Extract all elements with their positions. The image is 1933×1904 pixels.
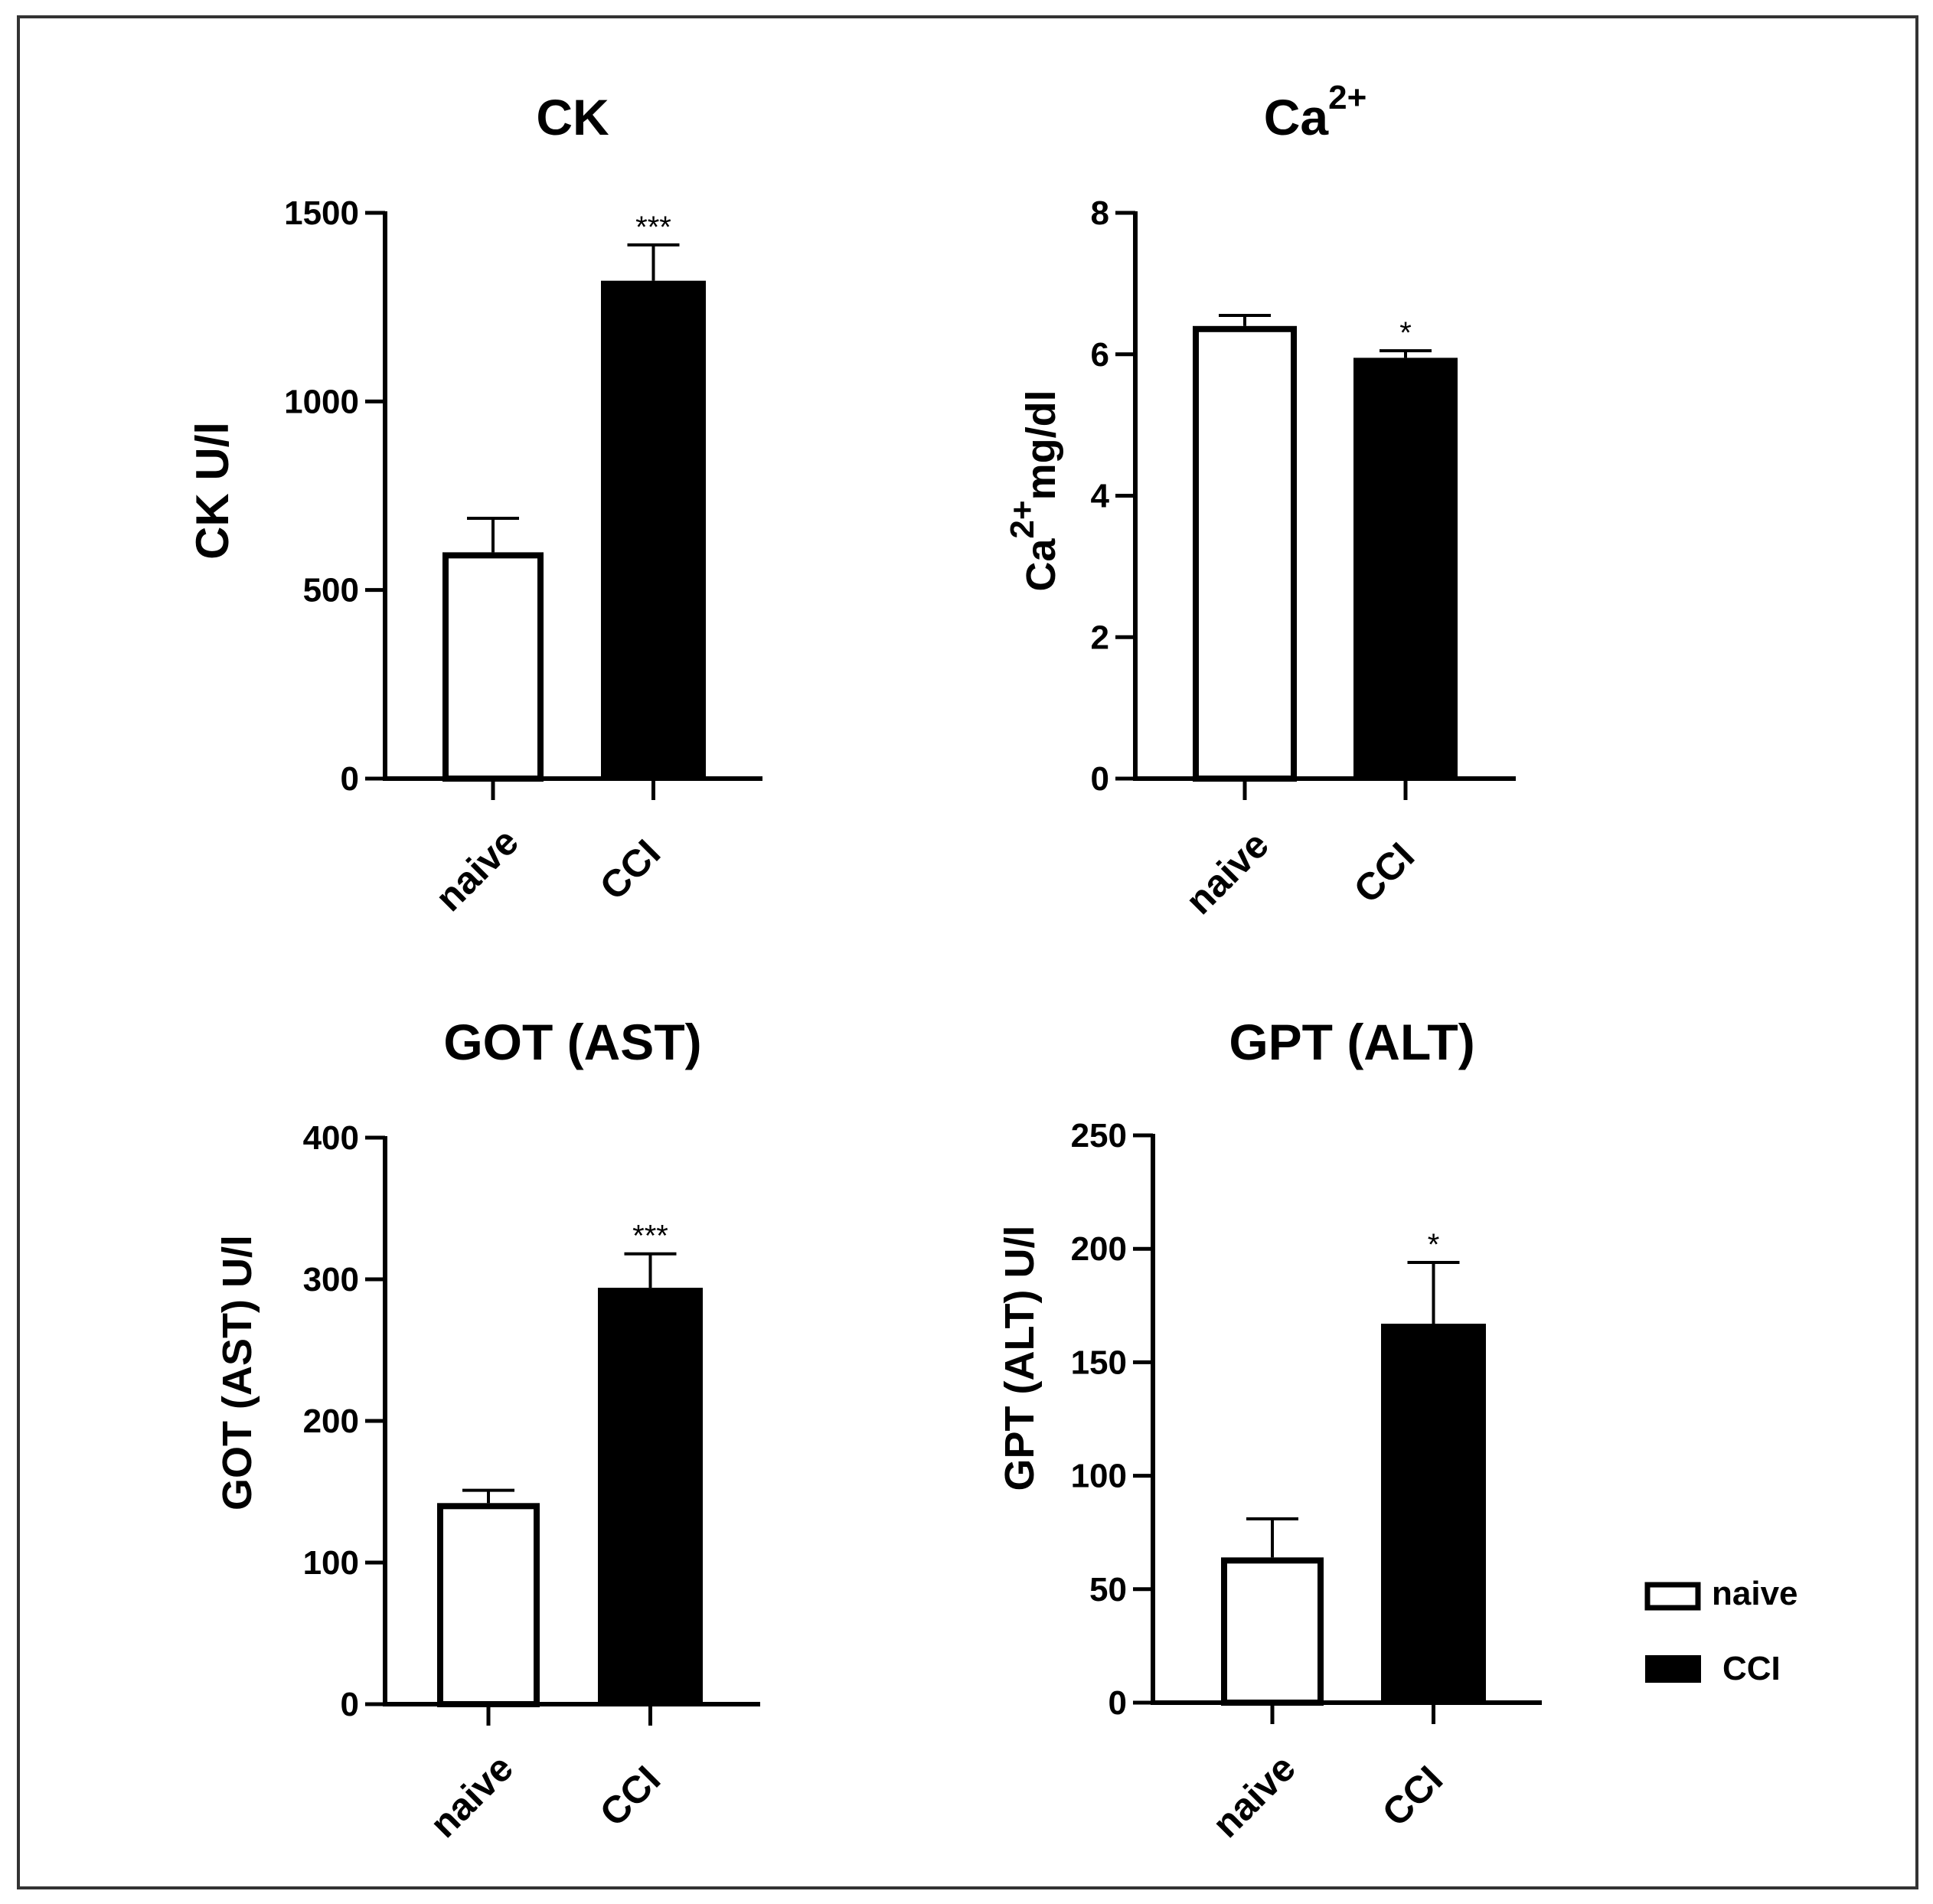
bar-cci: [1381, 1324, 1486, 1703]
panel-ca: Ca2+ Ca2+mg/dl: [1004, 79, 1366, 592]
y-tick-label: 250: [1071, 1117, 1127, 1154]
y-tick-label: 200: [1071, 1230, 1127, 1268]
y-tick-label: 0: [1091, 760, 1109, 798]
y-axis-label-superscript: 2+: [1004, 500, 1041, 538]
panel-title-superscript: 2+: [1328, 79, 1366, 116]
bar-naive: [1221, 1557, 1324, 1706]
y-tick-label: 100: [303, 1544, 359, 1582]
y-tick-label: 300: [303, 1261, 359, 1298]
y-tick-label: 150: [1071, 1344, 1127, 1381]
legend-swatch-cci: [1645, 1655, 1701, 1683]
y-axis-label: GOT (AST) U/l: [214, 1235, 260, 1510]
significance-marker: ***: [632, 1220, 668, 1253]
panel-got: GOT (AST) GOT (AST) U/l: [214, 1014, 702, 1510]
bar-cci: [601, 280, 706, 779]
y-axis-label: CK U/l: [187, 422, 238, 560]
y-tick-label: 200: [303, 1403, 359, 1440]
legend: naive CCI: [1644, 1575, 1798, 1687]
y-axis-label: Ca2+mg/dl: [1004, 390, 1064, 591]
bar-naive: [437, 1503, 540, 1708]
panel-title: Ca2+: [1264, 79, 1367, 145]
y-tick-label: 100: [1071, 1458, 1127, 1495]
y-axis-label: GPT (ALT) U/l: [997, 1226, 1043, 1491]
y-tick-label: 0: [341, 760, 359, 798]
legend-label-cci: CCI: [1722, 1650, 1781, 1687]
panel-gpt: GPT (ALT) GPT (ALT) U/l: [997, 1014, 1475, 1491]
bar-cci: [1353, 358, 1458, 779]
y-tick-label: 0: [1109, 1684, 1127, 1722]
y-axis-label-unit: mg/dl: [1018, 390, 1064, 500]
bar-cci: [598, 1288, 703, 1704]
y-tick-label: 6: [1091, 336, 1109, 374]
y-tick-label: 2: [1091, 619, 1109, 656]
y-tick-label: 0: [341, 1686, 359, 1723]
panel-title: GOT (AST): [443, 1014, 701, 1070]
panel-title-base: Ca: [1264, 89, 1330, 145]
y-axis-label-base: Ca: [1018, 538, 1064, 592]
figure-border: [17, 15, 1918, 1889]
y-tick-label: 50: [1089, 1571, 1127, 1608]
significance-marker: ***: [635, 211, 671, 244]
y-tick-label: 8: [1091, 194, 1109, 232]
y-tick-label: 4: [1091, 478, 1110, 515]
y-tick-label: 1000: [284, 383, 359, 420]
bar-naive: [442, 552, 544, 782]
panel-title: CK: [536, 89, 609, 145]
panel-title: GPT (ALT): [1229, 1014, 1474, 1070]
y-tick-label: 1500: [284, 194, 359, 232]
y-tick-label: 500: [303, 572, 359, 609]
significance-marker: *: [1428, 1228, 1440, 1262]
legend-label-naive: naive: [1712, 1575, 1798, 1612]
significance-marker: *: [1399, 316, 1412, 350]
y-tick-label: 400: [303, 1119, 359, 1157]
legend-swatch-naive: [1644, 1582, 1701, 1611]
panel-ck: CK CK U/l: [187, 89, 609, 560]
bar-naive: [1193, 325, 1297, 782]
